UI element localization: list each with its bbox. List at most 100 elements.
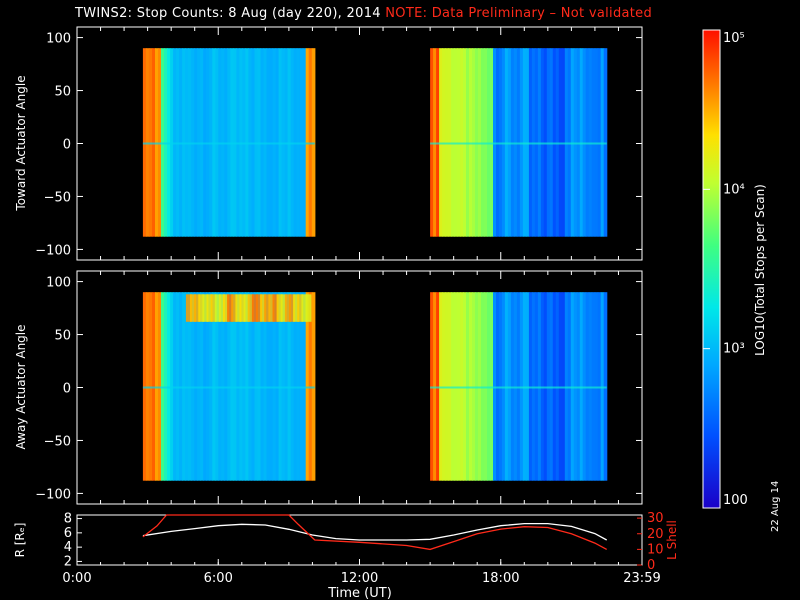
heatmap-column (487, 292, 491, 481)
heatmap-column (507, 292, 512, 481)
heatmap-column (176, 48, 180, 237)
heatmap-column (194, 292, 198, 481)
heatmap-hot-band (227, 294, 234, 322)
heatmap-column (534, 292, 539, 481)
heatmap-column (269, 292, 274, 481)
heatmap-column (251, 48, 256, 237)
heatmap-hot-band (305, 294, 312, 322)
heatmap-column (281, 292, 286, 481)
heatmap-column (525, 292, 530, 481)
heatmap-column (493, 292, 497, 481)
heatmap-column (463, 48, 467, 237)
heatmap-column (209, 292, 213, 481)
heatmap-column (576, 48, 581, 237)
heatmap-column (513, 292, 518, 481)
heatmap-column (287, 48, 292, 237)
heatmap-hot-band (289, 294, 295, 322)
heatmap-column (269, 48, 274, 237)
heatmap-column (600, 48, 605, 237)
heatmap-column (266, 292, 271, 481)
heatmap-column (254, 292, 259, 481)
x-tick-label: 23:59 (623, 571, 660, 586)
heatmap-column (504, 292, 509, 481)
heatmap-column (430, 292, 434, 481)
heatmap-column (148, 48, 153, 237)
heatmap-column (197, 292, 201, 481)
heatmap-column (263, 48, 268, 237)
y-tick-label: 0 (63, 382, 71, 397)
heatmap-column (507, 48, 512, 237)
heatmap-column (600, 292, 605, 481)
zero-angle-band (430, 142, 607, 145)
heatmap-column (457, 48, 461, 237)
orbit-right-ylabel: L Shell (665, 520, 679, 560)
heatmap-column (546, 292, 551, 481)
heatmap-column (188, 48, 192, 237)
heatmap-column (179, 292, 183, 481)
heatmap-column (522, 48, 527, 237)
heatmap-column (516, 48, 521, 237)
heatmap-column (543, 48, 548, 237)
heatmap-column (499, 48, 503, 237)
heatmap-column (487, 48, 491, 237)
y-tick-label: 50 (54, 329, 71, 344)
heatmap-column (501, 292, 506, 481)
heatmap-column (278, 48, 283, 237)
heatmap-column (582, 48, 587, 237)
heatmap-column (439, 292, 443, 481)
heatmap-column (257, 48, 262, 237)
heatmap-hot-band (297, 294, 304, 322)
orbit-left-ylabel: R [Rₑ] (13, 523, 27, 558)
heatmap-column (582, 292, 587, 481)
heatmap-column (155, 48, 159, 237)
heatmap-column (439, 48, 443, 237)
heatmap-column (209, 48, 213, 237)
orbit-left-tick-label: 6 (64, 526, 72, 541)
heatmap-column (531, 292, 536, 481)
heatmap-column (233, 292, 237, 481)
panel-away-ylabel: Away Actuator Angle (14, 324, 28, 449)
heatmap-column (525, 48, 530, 237)
heatmap-column (311, 48, 316, 237)
heatmap-hot-band (276, 294, 283, 322)
heatmap-column (305, 48, 310, 237)
heatmap-column (576, 292, 581, 481)
heatmap-hot-band (235, 294, 242, 322)
colorbar-tick-label: 10³ (723, 342, 745, 357)
heatmap-column (588, 48, 593, 237)
heatmap-column (254, 48, 259, 237)
heatmap-column (227, 292, 231, 481)
heatmap-hot-band (190, 294, 196, 322)
heatmap-hot-band (231, 294, 238, 322)
datestamp: 22 Aug 14 (770, 480, 781, 532)
plot-title: TWINS2: Stop Counts: 8 Aug (day 220), 20… (75, 6, 652, 21)
heatmap-column (513, 48, 518, 237)
heatmap-column (152, 292, 156, 481)
heatmap-column (490, 292, 494, 481)
heatmap-column (170, 48, 174, 237)
heatmap-column (478, 48, 482, 237)
heatmap-column (176, 292, 180, 481)
heatmap-column (158, 48, 162, 237)
colorbar: 100 10³ 10⁴ 10⁵ LOG10(Total Stops per Scan) (702, 29, 767, 509)
heatmap-hot-band (268, 294, 275, 322)
heatmap-column (561, 292, 566, 481)
heatmap-column (442, 292, 446, 481)
heatmap-column (496, 292, 500, 481)
heatmap-column (448, 48, 452, 237)
heatmap-column (558, 48, 563, 237)
heatmap-column (448, 292, 452, 481)
heatmap-column (242, 292, 246, 481)
colorbar-tick-label: 100 (723, 493, 748, 508)
heatmap-column (194, 48, 198, 237)
heatmap-column (299, 48, 304, 237)
heatmap-column (242, 48, 246, 237)
heatmap-column (239, 48, 243, 237)
heatmap-column (182, 48, 186, 237)
heatmap-column (534, 48, 539, 237)
heatmap-column (145, 48, 150, 237)
heatmap-column (167, 292, 171, 481)
heatmap-block (142, 48, 316, 237)
heatmap-column (260, 48, 265, 237)
